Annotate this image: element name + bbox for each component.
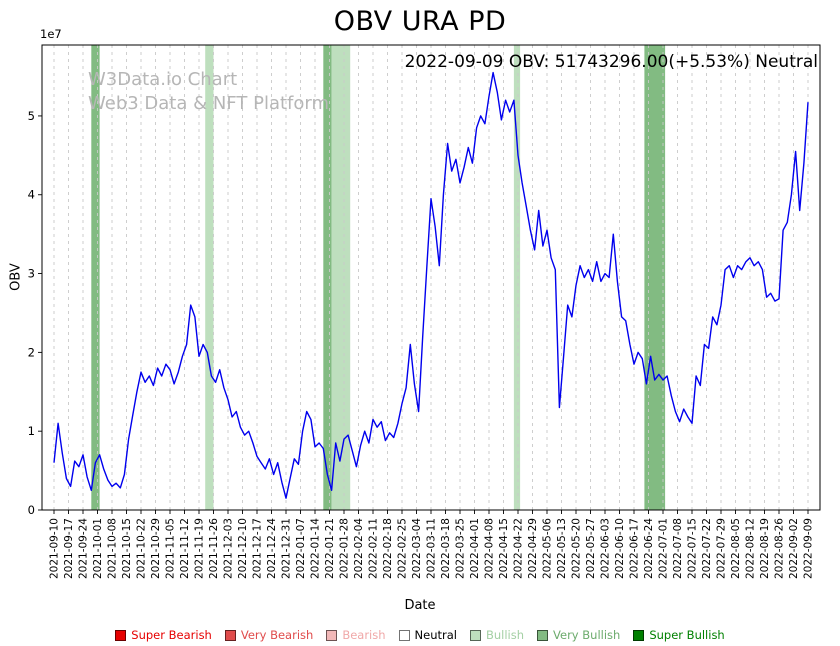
signal-band-very-bullish: [644, 45, 666, 510]
x-tick-label: 2022-04-01: [469, 518, 481, 579]
x-tick-label: 2022-03-18: [440, 518, 452, 579]
signal-band-bullish: [205, 45, 214, 510]
obv-line: [53, 71, 809, 499]
legend-label: Bullish: [485, 628, 525, 642]
plot-frame: [41, 44, 821, 511]
x-tick-label: 2022-04-29: [527, 518, 539, 579]
x-tick-label: 2022-05-06: [542, 518, 554, 579]
legend-swatch: [469, 629, 481, 641]
x-tick-label: 2022-05-20: [571, 518, 583, 579]
x-tick-label: 2022-03-11: [426, 518, 438, 579]
legend-swatch: [326, 629, 338, 641]
x-tick-label: 2022-06-17: [629, 518, 641, 579]
x-tick-label: 2021-11-19: [194, 518, 206, 579]
signal-band-very-bullish: [91, 45, 100, 510]
x-tick-label: 2022-01-21: [324, 518, 336, 579]
x-tick-label: 2021-12-24: [266, 518, 278, 579]
x-tick-label: 2022-01-14: [310, 518, 322, 579]
x-tick-label: 2022-07-01: [658, 518, 670, 579]
x-tick-label: 2021-09-10: [49, 518, 61, 579]
legend-swatch: [537, 629, 549, 641]
legend-label: Super Bullish: [649, 628, 725, 642]
y-tick-label: 3: [28, 267, 35, 281]
x-tick-label: 2022-02-04: [353, 518, 365, 579]
watermark: W3Data.io Chart Web3 Data & NFT Platform: [88, 68, 329, 117]
y-tick-label: 5: [28, 109, 35, 123]
x-tick-label: 2022-09-02: [788, 518, 800, 579]
x-tick-label: 2022-07-29: [716, 518, 728, 579]
x-tick-label: 2021-11-12: [179, 518, 191, 579]
x-tick-label: 2022-05-13: [556, 518, 568, 579]
x-axis-label: Date: [404, 598, 436, 613]
legend-item-bearish: Bearish: [326, 628, 386, 642]
legend-item-very-bearish: Very Bearish: [224, 628, 314, 642]
legend-item-very-bullish: Very Bullish: [537, 628, 620, 642]
legend-swatch: [633, 629, 645, 641]
x-tick-label: 2021-10-29: [150, 518, 162, 579]
x-tick-label: 2021-11-26: [208, 518, 220, 579]
x-tick-label: 2022-09-09: [803, 518, 815, 579]
x-tick-label: 2022-04-08: [484, 518, 496, 579]
y-axis-offset-text: 1e7: [40, 27, 62, 41]
x-tick-label: 2022-02-11: [368, 518, 380, 579]
y-tick-label: 1: [28, 424, 35, 438]
x-tick-label: 2022-06-24: [643, 518, 655, 579]
x-tick-label: 2021-09-24: [78, 518, 90, 579]
x-tick-label: 2022-05-27: [585, 518, 597, 579]
legend: Super Bearish Very Bearish Bearish Neutral B…: [0, 628, 840, 642]
x-tick-label: 2022-08-26: [774, 518, 786, 579]
x-tick-label: 2021-12-17: [252, 518, 264, 579]
x-tick-label: 2021-10-15: [121, 518, 133, 579]
x-tick-label: 2021-12-03: [223, 518, 235, 579]
x-tick-label: 2022-07-15: [687, 518, 699, 579]
signal-band-very-bullish: [323, 45, 332, 510]
x-tick-label: 2022-07-22: [701, 518, 713, 579]
signal-band-bullish: [513, 45, 521, 510]
x-tick-label: 2022-08-12: [745, 518, 757, 579]
x-tick-label: 2021-12-10: [237, 518, 249, 579]
x-tick-label: 2022-06-10: [614, 518, 626, 579]
x-tick-label: 2022-07-08: [672, 518, 684, 579]
y-tick-label: 2: [28, 345, 35, 359]
x-tick-label: 2021-11-05: [165, 518, 177, 579]
x-tick-label: 2021-10-01: [92, 518, 104, 579]
legend-swatch: [115, 629, 127, 641]
x-tick-label: 2022-06-03: [600, 518, 612, 579]
x-tick-label: 2022-04-22: [513, 518, 525, 579]
y-tick-label: 4: [28, 188, 35, 202]
x-tick-label: 2021-12-31: [281, 518, 293, 579]
x-tick-label: 2022-01-07: [295, 518, 307, 579]
x-tick-label: 2021-09-17: [63, 518, 75, 579]
x-tick-label: 2022-08-05: [730, 518, 742, 579]
chart-svg: 2021-09-10 2021-09-17 2021-09-24 2021-10-01…: [28, 44, 821, 579]
x-tick-label: 2022-02-18: [382, 518, 394, 579]
x-tick-label: 2021-10-08: [107, 518, 119, 579]
x-tick-label: 2022-04-15: [498, 518, 510, 579]
legend-item-super-bearish: Super Bearish: [115, 628, 212, 642]
legend-label: Very Bullish: [553, 628, 621, 642]
legend-label: Neutral: [414, 628, 457, 642]
x-tick-label: 2022-01-28: [339, 518, 351, 579]
legend-label: Super Bearish: [131, 628, 212, 642]
watermark-line1: W3Data.io Chart: [88, 69, 238, 90]
legend-label: Very Bearish: [240, 628, 314, 642]
legend-item-super-bullish: Super Bullish: [633, 628, 725, 642]
watermark-line2: Web3 Data & NFT Platform: [88, 93, 330, 115]
y-tick-label: 0: [28, 503, 35, 517]
signal-band-bullish: [331, 45, 351, 510]
x-tick-label: 2021-10-22: [136, 518, 148, 579]
legend-swatch: [224, 629, 236, 641]
x-tick-label: 2022-08-19: [759, 518, 771, 579]
legend-item-neutral: Neutral: [398, 628, 457, 642]
x-tick-label: 2022-02-25: [397, 518, 409, 579]
x-tick-label: 2022-03-25: [455, 518, 467, 579]
legend-item-bullish: Bullish: [469, 628, 525, 642]
chart-title: OBV URA PD: [333, 6, 507, 37]
legend-label: Bearish: [342, 628, 386, 642]
latest-obv-annotation: 2022-09-09 OBV: 51743296.00(+5.53%) Neut…: [404, 52, 818, 72]
x-tick-label: 2022-03-04: [411, 518, 423, 579]
legend-swatch: [398, 629, 410, 641]
